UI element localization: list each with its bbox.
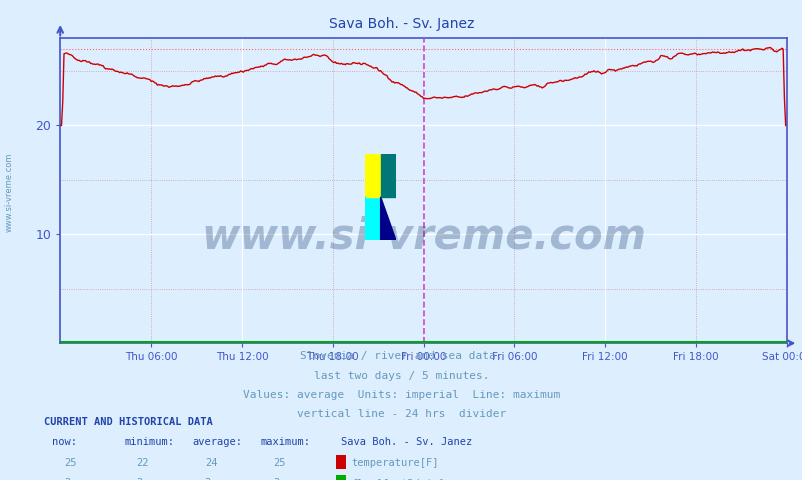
Text: Slovenia / river and sea data.: Slovenia / river and sea data. [300, 351, 502, 361]
Text: temperature[F]: temperature[F] [350, 457, 438, 468]
Text: 3: 3 [64, 478, 71, 480]
Text: Sava Boh. - Sv. Janez: Sava Boh. - Sv. Janez [341, 437, 472, 447]
Polygon shape [365, 197, 380, 240]
Text: CURRENT AND HISTORICAL DATA: CURRENT AND HISTORICAL DATA [44, 417, 213, 427]
Text: maximum:: maximum: [261, 437, 310, 447]
Text: Sava Boh. - Sv. Janez: Sava Boh. - Sv. Janez [328, 17, 474, 31]
Polygon shape [380, 197, 395, 240]
Text: 3: 3 [205, 478, 211, 480]
Text: 22: 22 [136, 457, 149, 468]
Text: 3: 3 [136, 478, 143, 480]
Text: 3: 3 [273, 478, 279, 480]
Text: last two days / 5 minutes.: last two days / 5 minutes. [314, 371, 488, 381]
Text: now:: now: [52, 437, 77, 447]
Text: average:: average: [192, 437, 242, 447]
Text: flow[foot3/min]: flow[foot3/min] [350, 478, 444, 480]
Text: minimum:: minimum: [124, 437, 174, 447]
Text: vertical line - 24 hrs  divider: vertical line - 24 hrs divider [297, 409, 505, 419]
Polygon shape [365, 197, 380, 240]
Text: 25: 25 [64, 457, 77, 468]
Text: 25: 25 [273, 457, 286, 468]
Polygon shape [380, 154, 395, 197]
Text: www.si-vreme.com: www.si-vreme.com [200, 216, 646, 258]
Text: www.si-vreme.com: www.si-vreme.com [5, 152, 14, 232]
Text: Values: average  Units: imperial  Line: maximum: Values: average Units: imperial Line: ma… [242, 390, 560, 400]
Bar [365, 154, 380, 197]
Text: 24: 24 [205, 457, 217, 468]
